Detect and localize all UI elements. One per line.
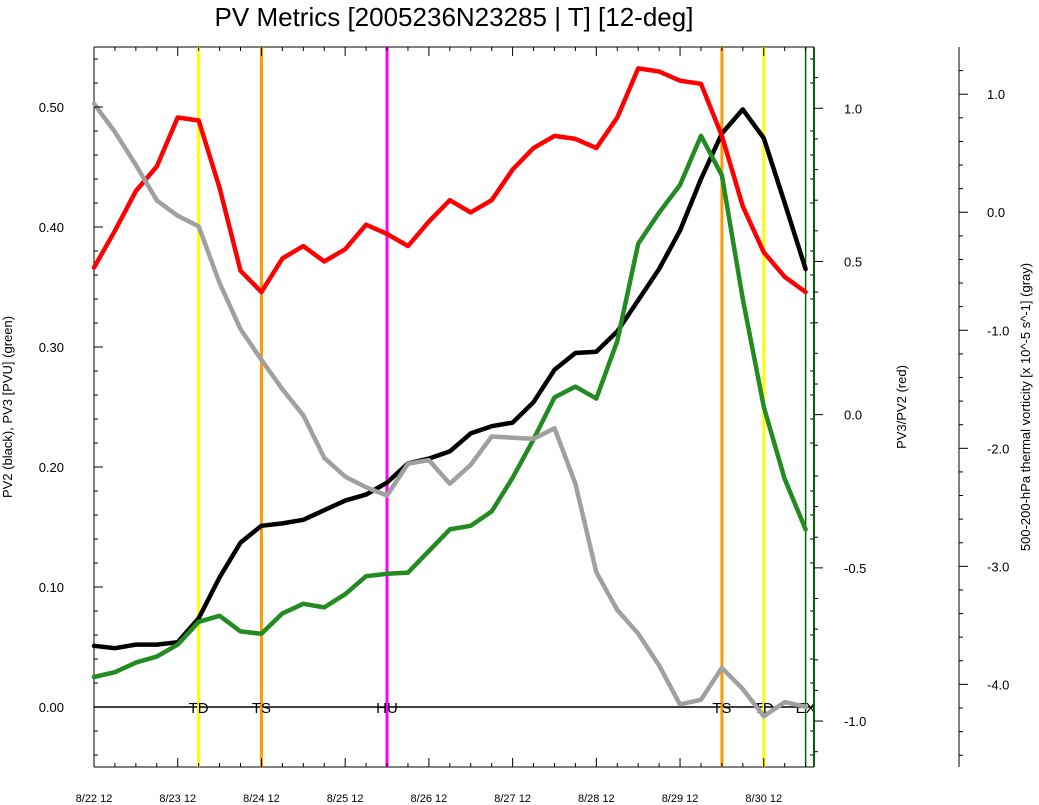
x-tick-label: 8/22 12 [76,793,113,805]
mid-tick-label: 1.0 [844,101,862,116]
x-tick-label: 8/25 12 [327,793,364,805]
left-tick-label: 0.30 [39,340,64,355]
left-tick-label: 0.00 [39,700,64,715]
left-tick-label: 0.10 [39,580,64,595]
plot-frame [93,46,814,768]
mid-tick-label: -1.0 [844,714,866,729]
mid-tick-label: 0.0 [844,408,862,423]
right-tick-label: -3.0 [987,559,1009,574]
series-line-left [91,107,808,651]
axes: 0.00 0.10 0.20 0.30 0.40 0.50 PV2 (black), PV3… [0,47,1033,805]
right-tick-label: -4.0 [987,677,1009,692]
x-tick-label: 8/23 12 [159,793,196,805]
chart-title: PV Metrics [2005236N23285 | T] [12-deg] [215,2,694,32]
x-tick-label: 8/24 12 [243,793,280,805]
stage-label: TD [189,700,209,717]
left-tick-label: 0.20 [39,460,64,475]
right-tick-label: 1.0 [987,87,1005,102]
mid-tick-label: -0.5 [844,561,866,576]
stage-markers: TD TS HU TS TD EX [189,47,816,767]
series-line-right [91,101,808,719]
left-tick-label: 0.50 [39,100,64,115]
stage-label: TS [252,700,271,717]
series-line-mid [91,66,808,295]
x-tick-label: 8/30 12 [745,793,782,805]
right-tick-label: -2.0 [987,441,1009,456]
x-tick-label: 8/29 12 [662,793,699,805]
mid-axis-label: PV3/PV2 (red) [894,365,909,449]
stage-label: TS [712,700,731,717]
left-axis-label: PV2 (black), PV3 [PVU] (green) [0,316,15,498]
right-axis-label: 500-200-hPa thermal vorticity [x 10^-5 s… [1018,263,1033,551]
x-tick-label: 8/26 12 [411,793,448,805]
left-tick-label: 0.40 [39,220,64,235]
stage-label: HU [376,700,398,717]
right-tick-label: -1.0 [987,323,1009,338]
series-line-left [91,133,808,680]
right-tick-label: 0.0 [987,205,1005,220]
x-tick-label: 8/27 12 [494,793,531,805]
x-tick-label: 8/28 12 [578,793,615,805]
data-series [91,66,808,719]
mid-tick-label: 0.5 [844,254,862,269]
